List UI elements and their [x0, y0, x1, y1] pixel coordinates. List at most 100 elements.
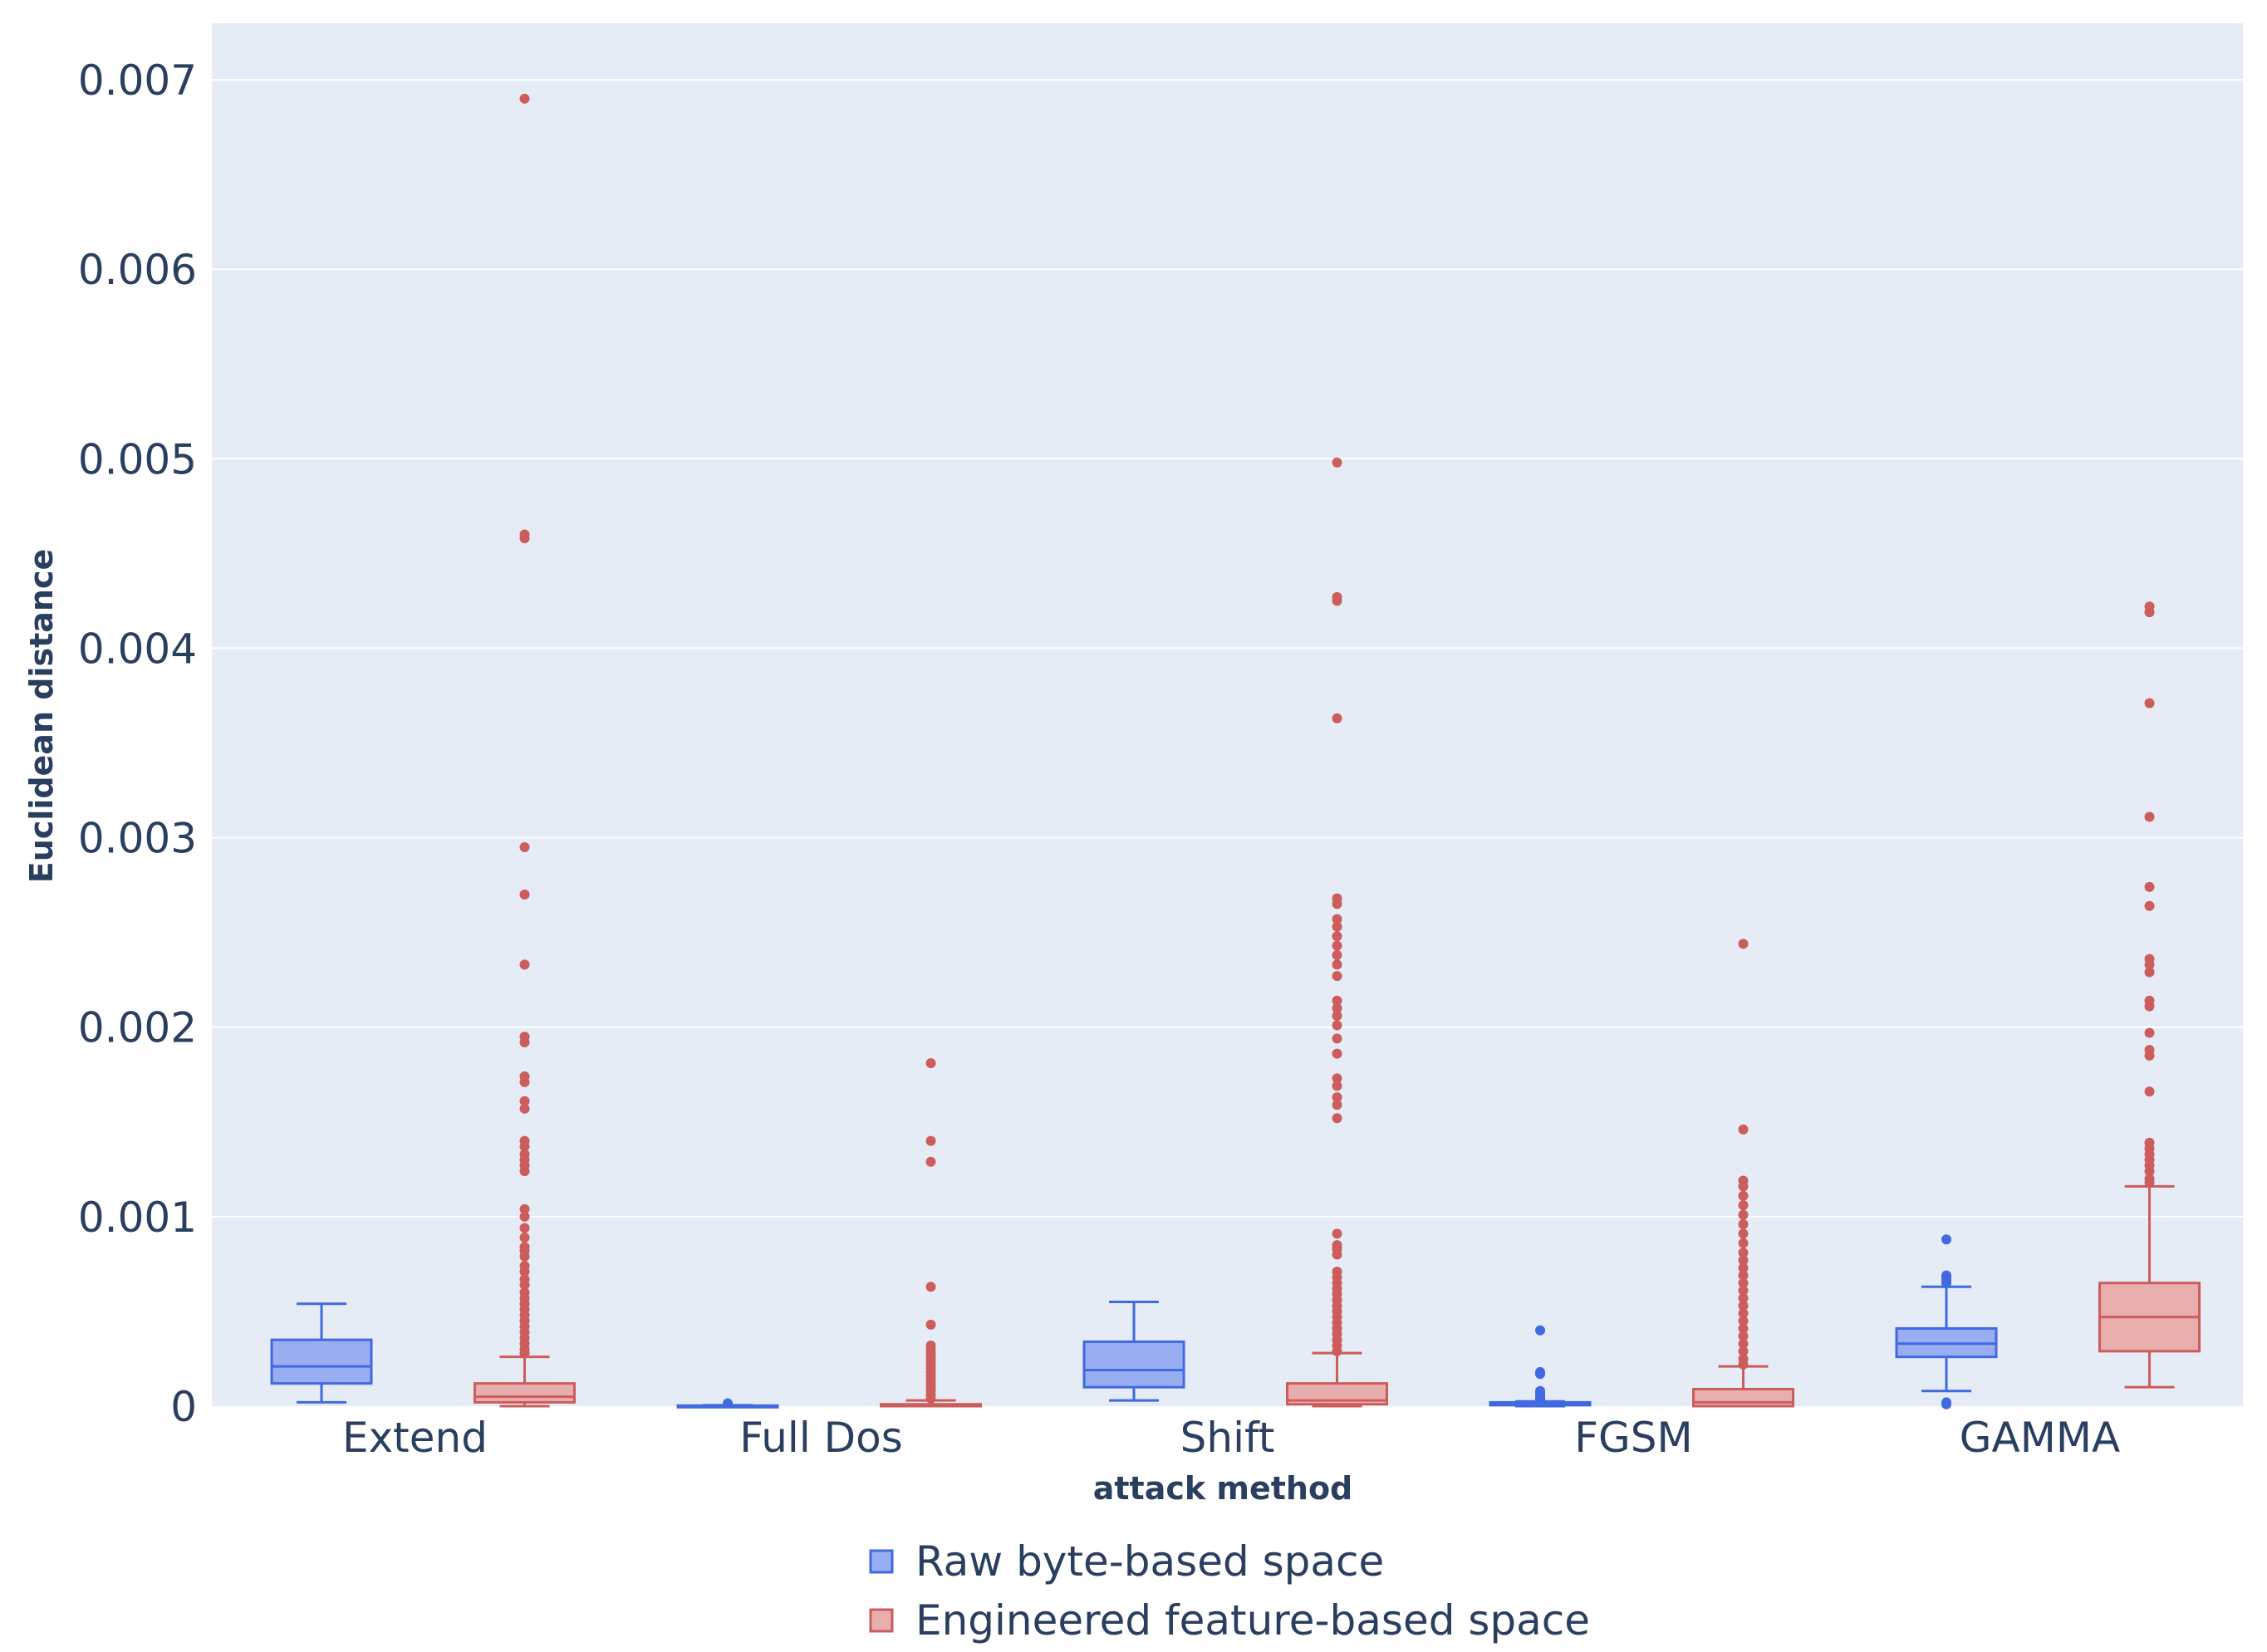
outlier-point-5 [2144, 900, 2155, 911]
y-tick-label-0: 0 [170, 1383, 197, 1431]
outlier-point-0 [1535, 1325, 1546, 1336]
outlier-point-13 [1332, 995, 1342, 1006]
legend-label-engineered-feature: Engineered feature-based space [915, 1596, 1590, 1645]
outlier-point-9 [1738, 1238, 1749, 1248]
outlier-point-0 [519, 93, 530, 104]
legend-label-raw-byte: Raw byte-based space [915, 1537, 1384, 1586]
outlier-point-11 [519, 1103, 530, 1114]
outlier-point-14 [2144, 1086, 2155, 1097]
outlier-point-4 [519, 890, 530, 900]
y-tick-label-7: 0.007 [78, 56, 197, 105]
outlier-point-9 [519, 1076, 530, 1087]
legend-swatch-raw-byte [869, 1549, 894, 1574]
x-tick-label-0: Extend [342, 1414, 488, 1462]
outlier-point-5 [1738, 1200, 1749, 1211]
outlier-point-22 [1332, 1100, 1342, 1110]
y-tick-labels: 0 0.001 0.002 0.003 0.004 0.005 0.006 0.007 [78, 56, 197, 1431]
outlier-point-1 [1738, 1124, 1749, 1135]
x-tick-label-4: GAMMA [1960, 1414, 2120, 1462]
legend-item-engineered-feature[interactable]: Engineered feature-based space [869, 1596, 1590, 1645]
outlier-point-11 [1738, 1255, 1749, 1266]
y-tick-label-1: 0.001 [78, 1194, 197, 1242]
outlier-point-9 [1332, 940, 1342, 951]
box-1-0 [474, 93, 577, 1408]
outlier-point-2 [1332, 596, 1342, 606]
outlier-point-19 [1332, 1073, 1342, 1084]
outlier-point-10 [519, 1096, 530, 1106]
box-iqr [270, 1338, 373, 1385]
outlier-point-13 [2144, 1050, 2155, 1061]
outlier-point-13 [1738, 1270, 1749, 1281]
outlier-point-0 [925, 1058, 936, 1069]
plot-background [212, 23, 2243, 1406]
outlier-point-2 [1535, 1369, 1546, 1380]
outlier-point-27 [1332, 1249, 1342, 1260]
outlier-point-3 [925, 1282, 936, 1292]
outlier-point-10 [1332, 950, 1342, 961]
outlier-point-17 [519, 1166, 530, 1177]
box-0-1 [676, 1398, 779, 1409]
outlier-point-19 [519, 1211, 530, 1222]
outlier-point-18 [1738, 1308, 1749, 1319]
box-0-4 [1895, 1234, 1998, 1409]
box-iqr [474, 1382, 577, 1404]
outlier-point-15 [1738, 1285, 1749, 1296]
y-gridlines [212, 79, 2243, 1218]
outlier-point-4 [925, 1319, 936, 1330]
outlier-point-14 [1738, 1277, 1749, 1288]
outlier-point-14 [1332, 1002, 1342, 1013]
y-axis-title: Euclidean distance [23, 549, 60, 884]
outlier-point-13 [519, 1141, 530, 1152]
outlier-point-7 [1941, 1399, 1952, 1409]
outlier-point-7 [1738, 1218, 1749, 1229]
outlier-point-6 [1738, 1209, 1749, 1220]
outlier-point-1 [925, 1135, 936, 1146]
outlier-point-20 [519, 1223, 530, 1233]
y-tick-label-2: 0.002 [78, 1004, 197, 1052]
box-1-4 [2098, 601, 2201, 1389]
x-tick-label-1: Full Dos [739, 1414, 903, 1462]
legend-item-raw-byte[interactable]: Raw byte-based space [869, 1537, 1384, 1586]
outlier-point-0 [1738, 939, 1749, 949]
outlier-point-10 [1738, 1248, 1749, 1258]
outlier-point-40 [519, 1348, 530, 1359]
outlier-point-8 [2144, 967, 2155, 978]
outlier-point-15 [1332, 1011, 1342, 1022]
outlier-point-23 [1738, 1346, 1749, 1356]
outlier-point-23 [1332, 1113, 1342, 1124]
outlier-point-18 [1332, 1048, 1342, 1059]
box-1-1 [880, 1058, 983, 1408]
box-0-0 [270, 1302, 373, 1404]
series-0 [270, 1234, 1998, 1409]
x-axis-title: attack method [1093, 1470, 1353, 1507]
outlier-point-3 [1332, 713, 1342, 723]
outlier-point-24 [519, 1251, 530, 1262]
outlier-point-20 [1332, 1081, 1342, 1091]
outlier-point-0 [723, 1398, 734, 1409]
outlier-point-2 [519, 533, 530, 544]
outlier-point-4 [2144, 881, 2155, 892]
outlier-point-20 [1738, 1323, 1749, 1334]
outlier-point-5 [519, 959, 530, 970]
series-1 [474, 93, 2201, 1408]
outlier-point-10 [2144, 1001, 2155, 1012]
box-traces [270, 93, 2201, 1409]
outlier-point-26 [519, 1267, 530, 1277]
outlier-point-22 [1738, 1338, 1749, 1349]
outlier-point-3 [519, 841, 530, 852]
outlier-point-16 [1332, 1020, 1342, 1031]
outlier-point-21 [1332, 1092, 1342, 1103]
outlier-point-0 [1332, 457, 1342, 468]
outlier-point-20 [2144, 1166, 2155, 1177]
outlier-point-22 [2144, 1177, 2155, 1188]
outlier-point-42 [1332, 1346, 1342, 1356]
outlier-point-25 [1738, 1359, 1749, 1370]
outlier-point-2 [2144, 698, 2155, 708]
y-tick-label-4: 0.004 [78, 625, 197, 673]
outlier-point-6 [1332, 914, 1342, 924]
outlier-point-8 [1738, 1228, 1749, 1239]
outlier-point-11 [2144, 1027, 2155, 1038]
outlier-point-5 [1332, 899, 1342, 909]
outlier-point-12 [1332, 971, 1342, 982]
outlier-point-21 [519, 1232, 530, 1243]
